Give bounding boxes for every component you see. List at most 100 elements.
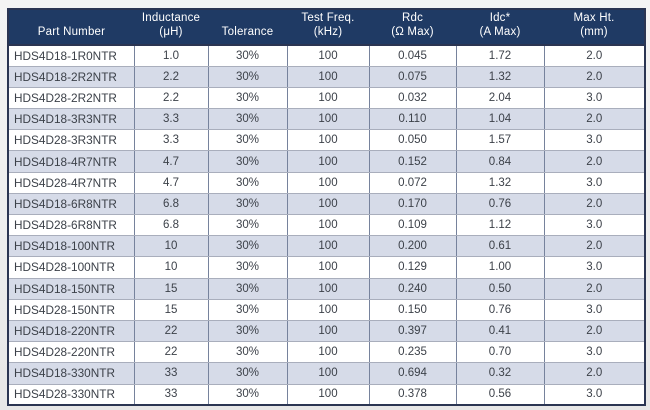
- cell-tolerance: 30%: [207, 298, 288, 321]
- cell-idc: 1.32: [455, 171, 545, 194]
- cell-max-ht: 2.0: [543, 319, 646, 343]
- table-row: HDS4D18-6R8NTR 6.8 30% 100 0.170 0.76 2.0: [7, 192, 646, 216]
- cell-test-freq: 100: [286, 298, 370, 321]
- column-header-tolerance: Tolerance: [208, 9, 287, 46]
- cell-tolerance: 30%: [207, 44, 288, 67]
- cell-test-freq: 100: [286, 277, 370, 300]
- column-header-line2: (mm): [580, 25, 608, 38]
- cell-inductance: 15: [133, 298, 209, 321]
- cell-tolerance: 30%: [207, 383, 288, 406]
- cell-part-number: HDS4D18-6R8NTR: [7, 192, 135, 216]
- cell-idc: 1.57: [455, 129, 545, 152]
- table-row: HDS4D18-330NTR 33 30% 100 0.694 0.32 2.0: [7, 362, 646, 385]
- cell-inductance: 15: [133, 277, 209, 300]
- column-header-test-freq: Test Freq. (kHz): [287, 9, 369, 46]
- table-body: HDS4D18-1R0NTR 1.0 30% 100 0.045 1.72 2.0 HDS4D…: [7, 44, 646, 406]
- column-header-rdc: Rdc (Ω Max): [369, 9, 456, 46]
- table-row: HDS4D28-100NTR 10 30% 100 0.129 1.00 3.0: [7, 256, 646, 279]
- table-row: HDS4D18-220NTR 22 30% 100 0.397 0.41 2.0: [7, 319, 646, 343]
- cell-test-freq: 100: [286, 86, 370, 110]
- cell-rdc: 0.129: [368, 256, 457, 279]
- cell-rdc: 0.235: [368, 341, 457, 364]
- cell-tolerance: 30%: [207, 256, 288, 279]
- column-header-line1: Max Ht.: [573, 12, 615, 24]
- cell-part-number: HDS4D18-2R2NTR: [7, 65, 135, 88]
- cell-inductance: 3.3: [133, 129, 209, 152]
- cell-tolerance: 30%: [207, 150, 288, 173]
- cell-part-number: HDS4D18-100NTR: [7, 235, 135, 258]
- column-header-line2: (μH): [159, 25, 183, 38]
- cell-inductance: 33: [133, 362, 209, 385]
- cell-rdc: 0.152: [368, 150, 457, 173]
- cell-tolerance: 30%: [207, 65, 288, 88]
- cell-max-ht: 3.0: [543, 171, 646, 194]
- cell-rdc: 0.075: [368, 65, 457, 88]
- column-header-line2: Tolerance: [221, 25, 274, 38]
- cell-part-number: HDS4D28-220NTR: [7, 341, 135, 364]
- table-row: HDS4D28-330NTR 33 30% 100 0.378 0.56 3.0: [7, 383, 646, 406]
- cell-idc: 0.41: [455, 319, 545, 343]
- cell-test-freq: 100: [286, 192, 370, 216]
- cell-rdc: 0.050: [368, 129, 457, 152]
- cell-tolerance: 30%: [207, 171, 288, 194]
- cell-tolerance: 30%: [207, 129, 288, 152]
- cell-idc: 0.84: [455, 150, 545, 173]
- cell-tolerance: 30%: [207, 362, 288, 385]
- cell-test-freq: 100: [286, 319, 370, 343]
- cell-idc: 1.72: [455, 44, 545, 67]
- cell-max-ht: 2.0: [543, 235, 646, 258]
- cell-max-ht: 3.0: [543, 213, 646, 237]
- table-row: HDS4D18-4R7NTR 4.7 30% 100 0.152 0.84 2.0: [7, 150, 646, 173]
- cell-part-number: HDS4D18-150NTR: [7, 277, 135, 300]
- cell-idc: 0.56: [455, 383, 545, 406]
- cell-test-freq: 100: [286, 171, 370, 194]
- cell-inductance: 33: [133, 383, 209, 406]
- table-row: HDS4D18-100NTR 10 30% 100 0.200 0.61 2.0: [7, 235, 646, 258]
- cell-part-number: HDS4D18-330NTR: [7, 362, 135, 385]
- table-row: HDS4D18-150NTR 15 30% 100 0.240 0.50 2.0: [7, 277, 646, 300]
- cell-part-number: HDS4D18-220NTR: [7, 319, 135, 343]
- table-row: HDS4D18-1R0NTR 1.0 30% 100 0.045 1.72 2.0: [7, 44, 646, 67]
- table-header: Part Number Inductance (μH) Tolerance Test F…: [8, 9, 645, 46]
- cell-tolerance: 30%: [207, 319, 288, 343]
- cell-max-ht: 3.0: [543, 298, 646, 321]
- cell-inductance: 6.8: [133, 192, 209, 216]
- column-header-max-ht: Max Ht. (mm): [544, 9, 645, 46]
- cell-part-number: HDS4D28-3R3NTR: [7, 129, 135, 152]
- cell-test-freq: 100: [286, 235, 370, 258]
- column-header-line2: Part Number: [37, 25, 106, 38]
- inductor-spec-table: Part Number Inductance (μH) Tolerance Test F…: [7, 8, 646, 407]
- cell-inductance: 2.2: [133, 86, 209, 110]
- cell-rdc: 0.045: [368, 44, 457, 67]
- cell-part-number: HDS4D28-100NTR: [7, 256, 135, 279]
- cell-idc: 0.70: [455, 341, 545, 364]
- column-header-line1: Idc*: [489, 12, 511, 24]
- column-header-line1: Test Freq.: [301, 12, 355, 24]
- cell-inductance: 2.2: [133, 65, 209, 88]
- cell-max-ht: 2.0: [543, 150, 646, 173]
- cell-idc: 1.12: [455, 213, 545, 237]
- cell-idc: 0.76: [455, 298, 545, 321]
- cell-tolerance: 30%: [207, 192, 288, 216]
- cell-part-number: HDS4D18-3R3NTR: [7, 108, 135, 131]
- column-header-line2: (kHz): [313, 25, 343, 38]
- cell-idc: 0.50: [455, 277, 545, 300]
- cell-max-ht: 2.0: [543, 277, 646, 300]
- cell-idc: 2.04: [455, 86, 545, 110]
- cell-part-number: HDS4D18-4R7NTR: [7, 150, 135, 173]
- cell-part-number: HDS4D28-150NTR: [7, 298, 135, 321]
- cell-test-freq: 100: [286, 341, 370, 364]
- column-header-line2: (A Max): [479, 25, 521, 38]
- cell-test-freq: 100: [286, 362, 370, 385]
- table-row: HDS4D28-2R2NTR 2.2 30% 100 0.032 2.04 3.0: [7, 86, 646, 110]
- cell-rdc: 0.109: [368, 213, 457, 237]
- column-header-line2: (Ω Max): [391, 25, 434, 38]
- cell-tolerance: 30%: [207, 235, 288, 258]
- table-row: HDS4D28-220NTR 22 30% 100 0.235 0.70 3.0: [7, 341, 646, 364]
- cell-tolerance: 30%: [207, 277, 288, 300]
- cell-part-number: HDS4D18-1R0NTR: [7, 44, 135, 67]
- cell-max-ht: 2.0: [543, 192, 646, 216]
- cell-test-freq: 100: [286, 108, 370, 131]
- cell-inductance: 10: [133, 256, 209, 279]
